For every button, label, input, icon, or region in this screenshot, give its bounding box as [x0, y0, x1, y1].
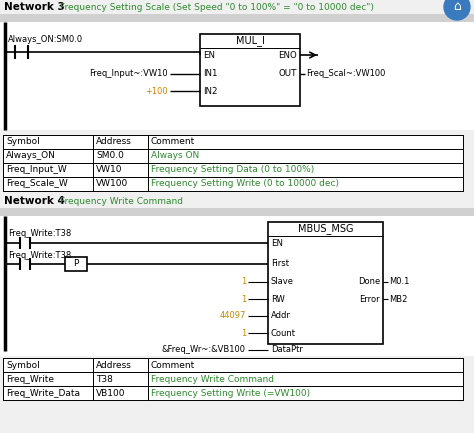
Bar	[93, 177, 148, 191]
Text: 1: 1	[241, 278, 246, 287]
Text: VB100: VB100	[96, 388, 126, 397]
Text: Count: Count	[271, 329, 296, 337]
Text: Freq_Scale_W: Freq_Scale_W	[6, 180, 68, 188]
Bar	[93, 386, 148, 400]
Bar	[268, 222, 383, 344]
Bar	[93, 372, 148, 386]
Bar	[200, 34, 300, 106]
Bar	[148, 358, 463, 372]
Bar	[0, 208, 474, 216]
Text: Always_ON:SM0.0: Always_ON:SM0.0	[8, 36, 83, 45]
Text: Network 3: Network 3	[4, 2, 65, 12]
Text: Freq_Write: Freq_Write	[6, 375, 54, 384]
Text: Network 4: Network 4	[4, 196, 65, 206]
Bar	[3, 135, 93, 149]
Text: Freq_Write:T38: Freq_Write:T38	[8, 251, 71, 259]
Text: P: P	[73, 259, 79, 268]
Bar	[148, 372, 463, 386]
Bar	[3, 163, 93, 177]
Text: +100: +100	[146, 87, 168, 96]
Bar	[3, 135, 463, 191]
Text: 44097: 44097	[219, 311, 246, 320]
Bar	[148, 149, 463, 163]
Text: Frequency Setting Data (0 to 100%): Frequency Setting Data (0 to 100%)	[151, 165, 314, 174]
Text: T38: T38	[96, 375, 113, 384]
Text: First: First	[271, 259, 289, 268]
Bar	[93, 163, 148, 177]
Text: ⌂: ⌂	[453, 0, 461, 13]
Text: RW: RW	[271, 294, 285, 304]
Text: IN2: IN2	[203, 87, 218, 96]
Bar	[3, 358, 463, 400]
Bar	[0, 216, 474, 356]
Bar	[3, 372, 93, 386]
Text: Symbol: Symbol	[6, 138, 40, 146]
Text: EN: EN	[271, 239, 283, 248]
Bar	[93, 135, 148, 149]
Text: 1: 1	[241, 329, 246, 337]
Text: Slave: Slave	[271, 278, 294, 287]
Circle shape	[444, 0, 470, 20]
Bar	[3, 386, 93, 400]
Text: SM0.0: SM0.0	[96, 152, 124, 161]
Text: Symbol: Symbol	[6, 361, 40, 369]
Text: Frequency Write Command: Frequency Write Command	[151, 375, 274, 384]
Text: DataPtr: DataPtr	[271, 346, 303, 355]
Text: Error: Error	[359, 294, 380, 304]
Text: Addr: Addr	[271, 311, 291, 320]
Text: Freq_Input~:VW10: Freq_Input~:VW10	[90, 70, 168, 78]
Bar	[93, 358, 148, 372]
Bar	[148, 135, 463, 149]
Text: M0.1: M0.1	[389, 278, 410, 287]
Text: VW100: VW100	[96, 180, 128, 188]
Text: ENO: ENO	[278, 51, 297, 59]
Bar	[3, 149, 93, 163]
Bar	[148, 386, 463, 400]
Bar	[148, 177, 463, 191]
Text: MBUS_MSG: MBUS_MSG	[298, 223, 353, 234]
Text: VW10: VW10	[96, 165, 122, 174]
Text: Frequency Setting Write (=VW100): Frequency Setting Write (=VW100)	[151, 388, 310, 397]
Text: Comment: Comment	[151, 138, 195, 146]
Text: Freq_Scal~:VW100: Freq_Scal~:VW100	[306, 70, 385, 78]
Text: Frequency Write Command: Frequency Write Command	[60, 197, 183, 206]
Text: Freq_Write_Data: Freq_Write_Data	[6, 388, 80, 397]
Bar	[93, 149, 148, 163]
Text: &Freq_Wr~:&VB100: &Freq_Wr~:&VB100	[162, 346, 246, 355]
Text: OUT: OUT	[279, 70, 297, 78]
Text: Freq_Write:T38: Freq_Write:T38	[8, 229, 71, 239]
Bar	[148, 163, 463, 177]
Bar	[0, 22, 474, 130]
Text: 1: 1	[241, 294, 246, 304]
Text: MUL_I: MUL_I	[236, 36, 264, 46]
Text: Done: Done	[358, 278, 380, 287]
Text: Comment: Comment	[151, 361, 195, 369]
Text: MB2: MB2	[389, 294, 407, 304]
Text: Always ON: Always ON	[151, 152, 199, 161]
Bar	[65, 257, 87, 271]
Text: Always_ON: Always_ON	[6, 152, 56, 161]
Bar	[0, 0, 474, 14]
Text: IN1: IN1	[203, 70, 218, 78]
Text: EN: EN	[203, 51, 215, 59]
Bar	[3, 177, 93, 191]
Bar	[3, 358, 93, 372]
Text: Frequency Setting Scale (Set Speed "0 to 100%" = "0 to 10000 dec"): Frequency Setting Scale (Set Speed "0 to…	[60, 3, 374, 12]
Text: Frequency Setting Write (0 to 10000 dec): Frequency Setting Write (0 to 10000 dec)	[151, 180, 339, 188]
Text: Freq_Input_W: Freq_Input_W	[6, 165, 67, 174]
Text: Address: Address	[96, 361, 132, 369]
Bar	[0, 14, 474, 22]
Text: Address: Address	[96, 138, 132, 146]
